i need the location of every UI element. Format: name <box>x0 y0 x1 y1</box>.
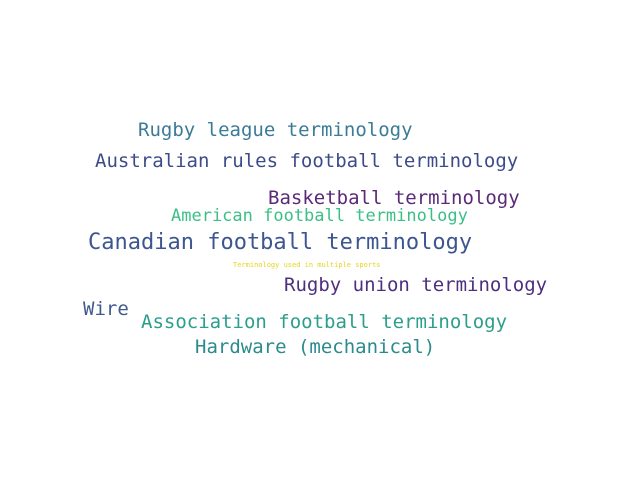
word-multiple-sports: Terminology used in multiple sports <box>233 261 381 269</box>
word-australian-rules: Australian rules football terminology <box>95 150 519 172</box>
word-american-football: American football terminology <box>171 206 468 226</box>
word-rugby-union: Rugby union terminology <box>284 274 548 296</box>
word-wire: Wire <box>83 298 129 320</box>
word-association-football: Association football terminology <box>141 311 508 333</box>
word-hardware: Hardware (mechanical) <box>195 336 436 358</box>
word-canadian-football: Canadian football terminology <box>88 230 473 255</box>
word-basketball: Basketball terminology <box>268 187 520 209</box>
word-rugby-league: Rugby league terminology <box>138 119 413 141</box>
